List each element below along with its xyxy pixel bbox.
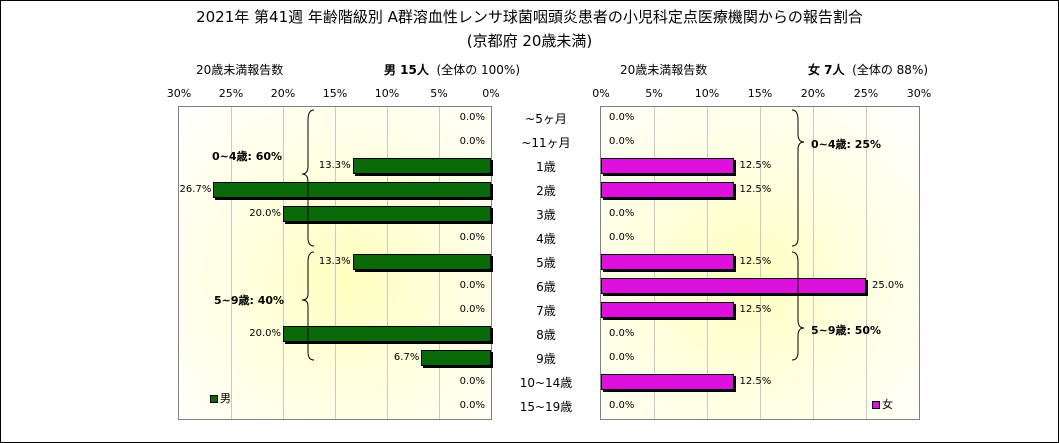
female-count-label: 20歳未満報告数 — [620, 63, 708, 77]
female-axis-tick: 15% — [747, 87, 773, 100]
male-summary-rest: (全体の 100%) — [436, 63, 521, 77]
female-group-5-9: 5~9歳: 50% — [811, 324, 882, 337]
male-bar — [421, 350, 491, 366]
category-label: 10~14歳 — [519, 376, 573, 390]
female-data-label: 12.5% — [739, 184, 772, 195]
female-summary-rest: (全体の 88%) — [852, 63, 929, 77]
female-data-label: 0.0% — [609, 400, 635, 411]
category-label: ~5ヶ月 — [525, 112, 567, 126]
female-bar — [601, 254, 734, 270]
female-5-9-bracket — [791, 251, 805, 361]
female-data-label: 0.0% — [609, 232, 635, 243]
female-axis-tick: 20% — [800, 87, 826, 100]
male-legend-swatch — [210, 395, 218, 403]
male-group-5-9: 5~9歳: 40% — [214, 294, 285, 307]
female-legend-swatch — [872, 401, 880, 409]
male-count-label: 20歳未満報告数 — [196, 63, 284, 77]
male-data-label: 20.0% — [249, 208, 281, 219]
female-axis-tick: 5% — [645, 87, 663, 100]
category-label: 7歳 — [536, 304, 556, 318]
category-label: 5歳 — [536, 256, 556, 270]
female-axis-tick: 0% — [592, 87, 610, 100]
male-data-label: 0.0% — [459, 376, 485, 387]
male-data-label: 6.7% — [393, 352, 420, 363]
male-bar — [283, 206, 491, 222]
female-data-label: 12.5% — [739, 304, 772, 315]
female-summary: 女 7人 (全体の 88%) — [808, 61, 928, 78]
male-data-label: 26.7% — [179, 184, 212, 195]
category-label: 8歳 — [536, 328, 556, 342]
male-axis-tick: 15% — [322, 87, 348, 100]
female-gridline — [813, 107, 814, 419]
category-label: 1歳 — [536, 160, 556, 174]
female-bar — [601, 374, 734, 390]
female-data-label: 0.0% — [609, 328, 635, 339]
female-bar — [601, 158, 734, 174]
male-gridline — [231, 107, 232, 419]
male-bar — [352, 254, 491, 270]
male-bar — [213, 182, 491, 198]
male-bar — [352, 158, 491, 174]
female-data-label: 0.0% — [609, 352, 635, 363]
male-axis-tick: 5% — [430, 87, 448, 100]
chart-title: 2021年 第41週 年齢階級別 A群溶血性レンサ球菌咽頭炎患者の小児科定点医療… — [196, 8, 863, 26]
category-label: 2歳 — [536, 184, 556, 198]
category-label: 9歳 — [536, 352, 556, 366]
male-data-label: 0.0% — [459, 232, 485, 243]
male-axis-tick: 10% — [374, 87, 400, 100]
female-data-label: 0.0% — [609, 208, 635, 219]
female-bar — [601, 182, 734, 198]
male-legend: 男 — [210, 390, 231, 406]
female-legend-label: 女 — [882, 398, 893, 411]
female-bar — [601, 278, 866, 294]
male-summary-bold: 男 15人 — [384, 63, 429, 77]
female-data-label: 25.0% — [872, 280, 904, 291]
male-legend-label: 男 — [220, 392, 231, 405]
male-summary: 男 15人 (全体の 100%) — [384, 61, 520, 78]
female-data-label: 0.0% — [609, 112, 635, 123]
male-data-label: 0.0% — [459, 112, 485, 123]
category-label: ~11ヶ月 — [521, 136, 571, 150]
male-data-label: 13.3% — [318, 256, 351, 267]
male-axis-tick: 20% — [270, 87, 296, 100]
male-5-9-bracket — [301, 251, 315, 361]
female-0-4-bracket — [791, 109, 805, 247]
male-data-label: 0.0% — [459, 304, 485, 315]
category-label: 4歳 — [536, 232, 556, 246]
male-data-label: 13.3% — [318, 160, 351, 171]
male-axis-tick: 25% — [218, 87, 244, 100]
female-gridline — [760, 107, 761, 419]
male-0-4-bracket — [301, 109, 315, 247]
female-legend: 女 — [872, 396, 893, 412]
female-summary-bold: 女 7人 — [808, 63, 845, 77]
male-data-label: 0.0% — [459, 400, 485, 411]
female-data-label: 12.5% — [739, 256, 772, 267]
male-group-0-4: 0~4歳: 60% — [212, 150, 283, 163]
male-data-label: 0.0% — [459, 136, 485, 147]
female-data-label: 12.5% — [739, 160, 772, 171]
male-axis-tick: 30% — [166, 87, 192, 100]
male-data-label: 0.0% — [459, 280, 485, 291]
category-label: 6歳 — [536, 280, 556, 294]
category-label: 3歳 — [536, 208, 556, 222]
female-data-label: 12.5% — [739, 376, 772, 387]
male-axis-tick: 0% — [482, 87, 500, 100]
female-axis-tick: 10% — [694, 87, 720, 100]
female-bar — [601, 302, 734, 318]
female-axis-tick: 25% — [853, 87, 879, 100]
male-data-label: 20.0% — [249, 328, 281, 339]
chart-subtitle: (京都府 20歳未満) — [466, 32, 593, 50]
male-gridline — [283, 107, 284, 419]
female-group-0-4: 0~4歳: 25% — [811, 138, 882, 151]
female-data-label: 0.0% — [609, 136, 635, 147]
female-gridline — [866, 107, 867, 419]
female-axis-tick: 30% — [906, 87, 932, 100]
category-label: 15~19歳 — [519, 400, 573, 414]
male-bar — [283, 326, 491, 342]
male-gridline — [335, 107, 336, 419]
